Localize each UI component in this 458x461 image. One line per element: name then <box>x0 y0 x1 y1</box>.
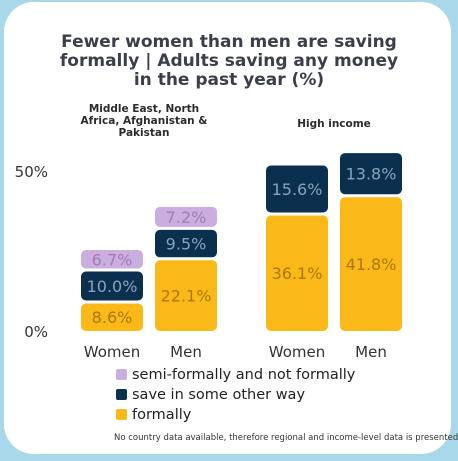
data-label: 7.2% <box>166 208 207 227</box>
group-label: Africa, Afghanistan & <box>81 115 208 127</box>
bar-segment-formally <box>155 260 217 331</box>
data-label: 6.7% <box>92 250 133 269</box>
legend-swatch-other <box>116 389 127 400</box>
data-label: 22.1% <box>161 287 212 306</box>
bar-segment-other <box>155 229 217 258</box>
data-label: 36.1% <box>272 264 323 283</box>
legend-swatch-formally <box>116 409 127 420</box>
data-label: 8.6% <box>92 308 133 327</box>
bar-segment-formally <box>266 215 328 331</box>
bar-segment-semi <box>155 206 217 227</box>
x-category-label: Women <box>84 343 140 361</box>
legend-label: save in some other way <box>132 387 305 403</box>
bar-segment-other <box>340 153 402 195</box>
data-label: 13.8% <box>346 165 397 184</box>
data-label: 10.0% <box>87 277 138 296</box>
data-label: 9.5% <box>166 235 207 254</box>
group-label: Middle East, North <box>89 103 199 115</box>
data-label: 41.8% <box>346 255 397 274</box>
bar-segment-semi <box>81 250 143 269</box>
y-tick-label: 50% <box>15 163 48 181</box>
group-label: High income <box>297 118 371 130</box>
x-category-label: Men <box>170 343 202 361</box>
group-label: Pakistan <box>119 127 170 139</box>
x-category-label: Women <box>269 343 325 361</box>
y-tick-label: 0% <box>24 323 48 341</box>
legend-label: formally <box>132 407 192 423</box>
chart-title-line: formally | Adults saving any money <box>60 51 398 71</box>
x-category-label: Men <box>355 343 387 361</box>
bar-segment-other <box>81 271 143 301</box>
chart-title-line: in the past year (%) <box>134 70 324 90</box>
data-label: 15.6% <box>272 180 323 199</box>
legend-swatch-semi <box>116 369 127 380</box>
chart-title-line: Fewer women than men are saving <box>61 32 397 52</box>
bar-segment-other <box>266 165 328 213</box>
legend-label: semi-formally and not formally <box>132 367 356 383</box>
bar-segment-formally <box>81 303 143 331</box>
footnote: No country data available, therefore reg… <box>114 433 458 443</box>
bar-segment-formally <box>340 197 402 331</box>
